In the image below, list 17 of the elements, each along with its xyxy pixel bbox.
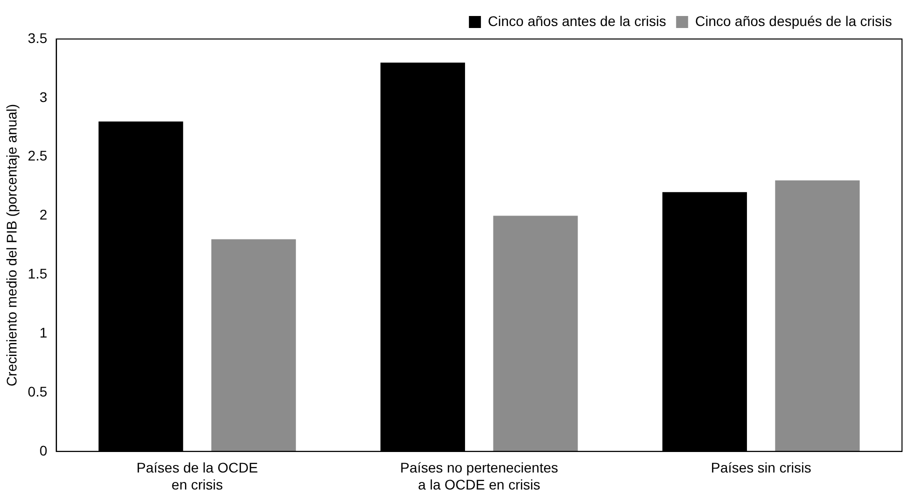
x-tick-label: Países no pertenecientes a la OCDE en crisis xyxy=(400,460,558,492)
bar xyxy=(493,216,578,452)
y-tick-label: 2.5 xyxy=(28,148,48,164)
x-tick-label: Países sin crisis xyxy=(710,460,812,476)
bar xyxy=(211,239,296,452)
y-tick-label: 1.5 xyxy=(28,266,48,282)
y-tick-label: 3 xyxy=(39,88,48,105)
y-tick-label: 0 xyxy=(39,442,48,458)
legend-label: Cinco años antes de la crisis xyxy=(488,12,666,29)
y-tick-label: 2 xyxy=(39,206,48,223)
y-axis-title: Crecimiento medio del PIB (porcentaje anual) xyxy=(3,104,20,386)
y-tick-label: 0.5 xyxy=(28,383,48,400)
legend-label: Cinco años después de la crisis xyxy=(695,12,892,29)
x-tick-label: Países de la OCDE en crisis xyxy=(136,460,258,492)
y-tick-label: 3.5 xyxy=(28,30,48,46)
bar xyxy=(775,180,860,452)
y-tick-label: 1 xyxy=(39,324,48,340)
